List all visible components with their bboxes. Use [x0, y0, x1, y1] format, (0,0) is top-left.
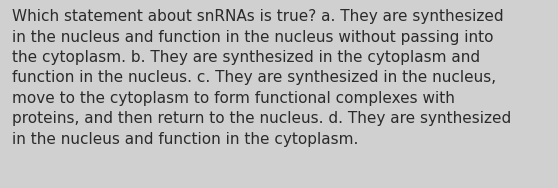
Text: Which statement about snRNAs is true? a. They are synthesized
in the nucleus and: Which statement about snRNAs is true? a.…: [12, 9, 511, 147]
